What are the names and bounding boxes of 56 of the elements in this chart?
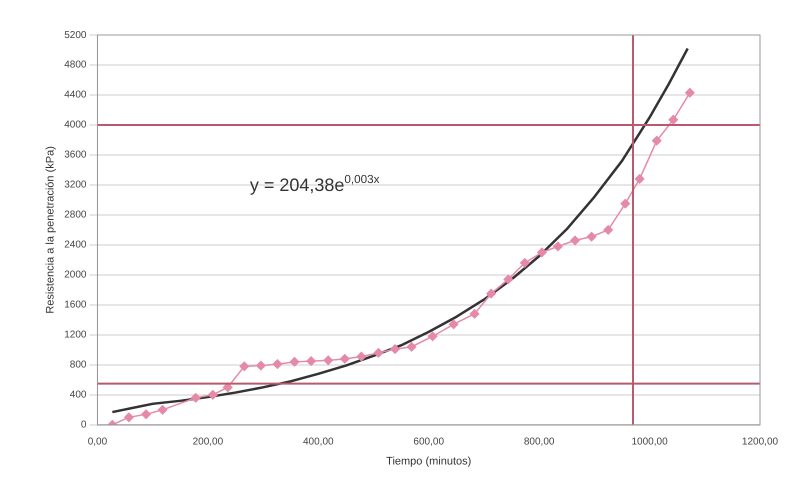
point (356, 352, 366, 362)
point (323, 356, 333, 366)
y-tick-label: 4000 (64, 120, 87, 131)
point (553, 242, 563, 252)
point (520, 258, 530, 268)
x-tick-label: 0,00 (88, 436, 108, 448)
point (374, 348, 384, 358)
y-tick-label: 2400 (64, 240, 87, 251)
point (141, 410, 151, 420)
point (190, 393, 200, 403)
point (486, 288, 496, 298)
x-tick-label: 800,00 (524, 436, 555, 448)
x-tick-label: 1000,00 (631, 436, 668, 448)
point (428, 332, 438, 342)
point (240, 362, 250, 372)
point (652, 136, 662, 146)
y-tick-label: 4800 (64, 60, 87, 71)
point (537, 248, 547, 258)
y-tick-label: 0 (80, 420, 87, 431)
point (290, 357, 300, 367)
y-tick-label: 2800 (64, 210, 87, 221)
x-tick-label: 200,00 (192, 436, 224, 448)
point (272, 359, 282, 369)
y-tick-label: 800 (70, 360, 87, 371)
y-axis-title: Resistencia a la penetración (kPa) (44, 146, 57, 314)
point (586, 232, 596, 242)
x-tick-label: 1200,00 (742, 436, 779, 448)
point (256, 360, 266, 370)
y-tick-label: 2000 (64, 270, 87, 281)
point (340, 354, 350, 364)
point (620, 198, 630, 208)
point (570, 236, 580, 246)
x-tick-label: 600,00 (413, 436, 444, 448)
point (634, 174, 644, 184)
point (208, 390, 218, 400)
x-axis-title: Tiempo (minutos) (386, 455, 472, 468)
point (390, 344, 400, 354)
point (503, 274, 513, 284)
y-tick-label: 400 (70, 390, 87, 401)
y-tick-label: 1200 (64, 330, 87, 341)
y-tick-label: 3200 (64, 180, 87, 191)
y-tick-label: 3600 (64, 150, 87, 161)
y-tick-label: 1600 (64, 300, 87, 311)
point (685, 88, 695, 98)
point (158, 405, 168, 415)
x-tick-label: 400,00 (303, 436, 334, 448)
point (406, 342, 416, 352)
point (668, 114, 678, 124)
point (603, 225, 613, 235)
point (448, 320, 458, 330)
point (470, 309, 480, 319)
point (223, 382, 232, 392)
point (306, 356, 316, 366)
point (124, 412, 134, 422)
y-tick-label: 4400 (64, 90, 87, 101)
y-tick-label: 5200 (64, 30, 87, 41)
